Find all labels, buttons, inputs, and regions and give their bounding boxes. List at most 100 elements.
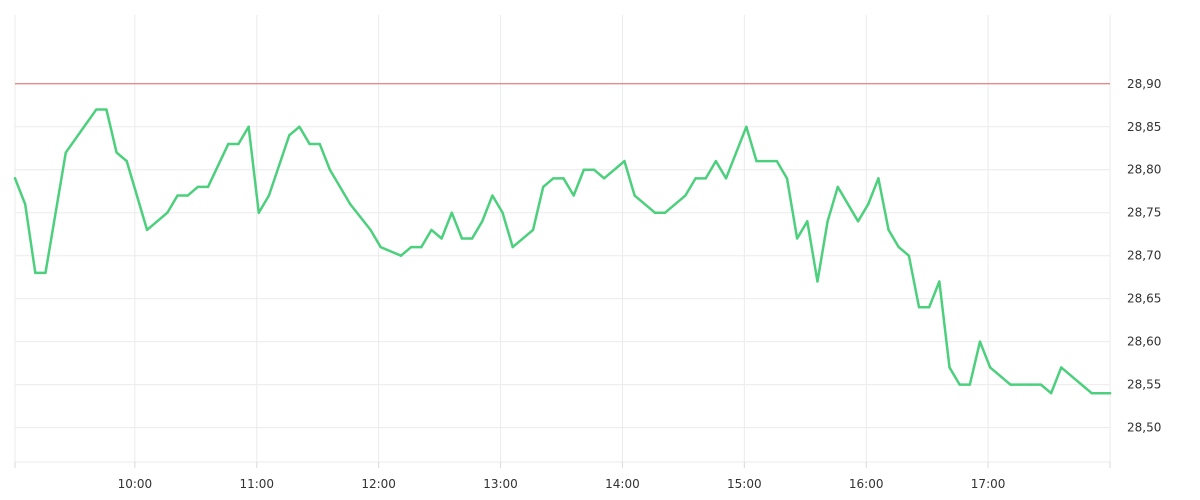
series-line <box>13 108 1112 395</box>
data-point <box>105 108 108 111</box>
grid-layer <box>14 15 1111 468</box>
data-point <box>115 151 118 154</box>
data-point <box>399 254 403 257</box>
data-point <box>186 194 189 197</box>
data-point <box>44 271 47 275</box>
data-point <box>369 228 372 232</box>
data-point <box>34 271 37 275</box>
data-point <box>938 280 941 283</box>
x-tick-label: 12:00 <box>361 477 396 491</box>
data-point <box>653 211 657 214</box>
data-point <box>308 142 311 146</box>
data-point <box>257 211 260 214</box>
data-point <box>176 194 179 197</box>
data-point <box>562 177 565 180</box>
data-point <box>948 366 951 369</box>
data-point <box>1108 392 1112 395</box>
data-point <box>816 280 819 283</box>
data-point <box>13 177 17 180</box>
y-tick-label: 28,85 <box>1127 120 1161 134</box>
data-point <box>450 211 453 214</box>
data-point <box>806 220 809 223</box>
data-point <box>826 220 829 223</box>
y-axis-tick-labels: 28,50 28,55 28,60 28,65 28,70 28,75 28,80 28,85… <box>1127 77 1161 435</box>
y-tick-label: 28,70 <box>1127 249 1161 263</box>
y-tick-label: 28,65 <box>1127 292 1161 306</box>
data-point <box>409 245 413 249</box>
data-point <box>917 306 921 309</box>
data-point <box>755 159 758 163</box>
data-point <box>166 211 169 214</box>
data-point <box>196 185 200 189</box>
data-point <box>1009 383 1012 386</box>
x-tick-label: 10:00 <box>118 477 153 491</box>
data-point <box>745 125 748 128</box>
data-point <box>552 177 555 180</box>
data-point <box>867 202 870 206</box>
data-point <box>978 340 982 343</box>
data-point <box>694 177 697 180</box>
data-point <box>735 151 738 154</box>
y-tick-label: 28,75 <box>1127 206 1161 220</box>
data-point <box>318 142 321 146</box>
data-point <box>125 159 128 163</box>
data-point <box>927 306 931 309</box>
data-point <box>95 108 98 111</box>
y-tick-label: 28,80 <box>1127 163 1161 177</box>
data-point <box>237 142 240 146</box>
data-point <box>491 194 494 197</box>
data-point <box>1100 392 1104 395</box>
series-layer <box>13 108 1112 395</box>
data-point <box>23 202 27 206</box>
data-point <box>775 159 779 163</box>
data-point <box>1090 392 1093 395</box>
data-point <box>795 237 799 240</box>
data-point <box>623 159 626 163</box>
data-point <box>1039 383 1043 386</box>
data-point <box>511 245 514 249</box>
data-point <box>856 220 860 223</box>
y-tick-label: 28,55 <box>1127 378 1161 392</box>
data-point <box>907 254 911 257</box>
data-point <box>328 168 332 171</box>
data-point <box>349 202 352 206</box>
data-point <box>968 383 972 386</box>
data-point <box>877 177 880 180</box>
y-tick-label: 28,90 <box>1127 77 1161 91</box>
x-tick-label: 13:00 <box>483 477 518 491</box>
data-point <box>247 125 250 128</box>
data-point <box>1060 366 1063 369</box>
data-point <box>958 383 961 386</box>
data-point <box>785 177 789 180</box>
data-point <box>887 228 890 232</box>
x-axis-tick-labels: 10:00 11:00 12:00 13:00 14:00 15:00 16:00 17:00 <box>118 477 1006 491</box>
data-point <box>684 194 687 197</box>
y-tick-label: 28,60 <box>1127 335 1161 349</box>
data-point <box>206 185 210 189</box>
data-point <box>298 125 301 128</box>
data-point <box>1029 383 1032 386</box>
x-tick-label: 17:00 <box>971 477 1006 491</box>
data-point <box>592 168 596 171</box>
data-point <box>145 228 149 232</box>
data-point <box>572 194 575 197</box>
data-point <box>267 194 271 197</box>
x-tick-label: 14:00 <box>605 477 640 491</box>
data-point <box>1019 383 1022 386</box>
data-point <box>64 151 67 154</box>
data-point <box>227 142 230 146</box>
data-point <box>897 245 900 249</box>
data-point <box>430 228 433 232</box>
data-point <box>633 194 636 197</box>
data-point <box>714 159 718 163</box>
data-point <box>602 177 606 180</box>
x-tick-label: 16:00 <box>849 477 884 491</box>
data-point <box>704 177 707 180</box>
data-point <box>836 185 839 189</box>
data-point <box>724 177 728 180</box>
data-point <box>288 134 291 137</box>
y-tick-label: 28,50 <box>1127 421 1161 435</box>
x-tick-label: 11:00 <box>239 477 274 491</box>
data-point <box>1049 392 1053 395</box>
